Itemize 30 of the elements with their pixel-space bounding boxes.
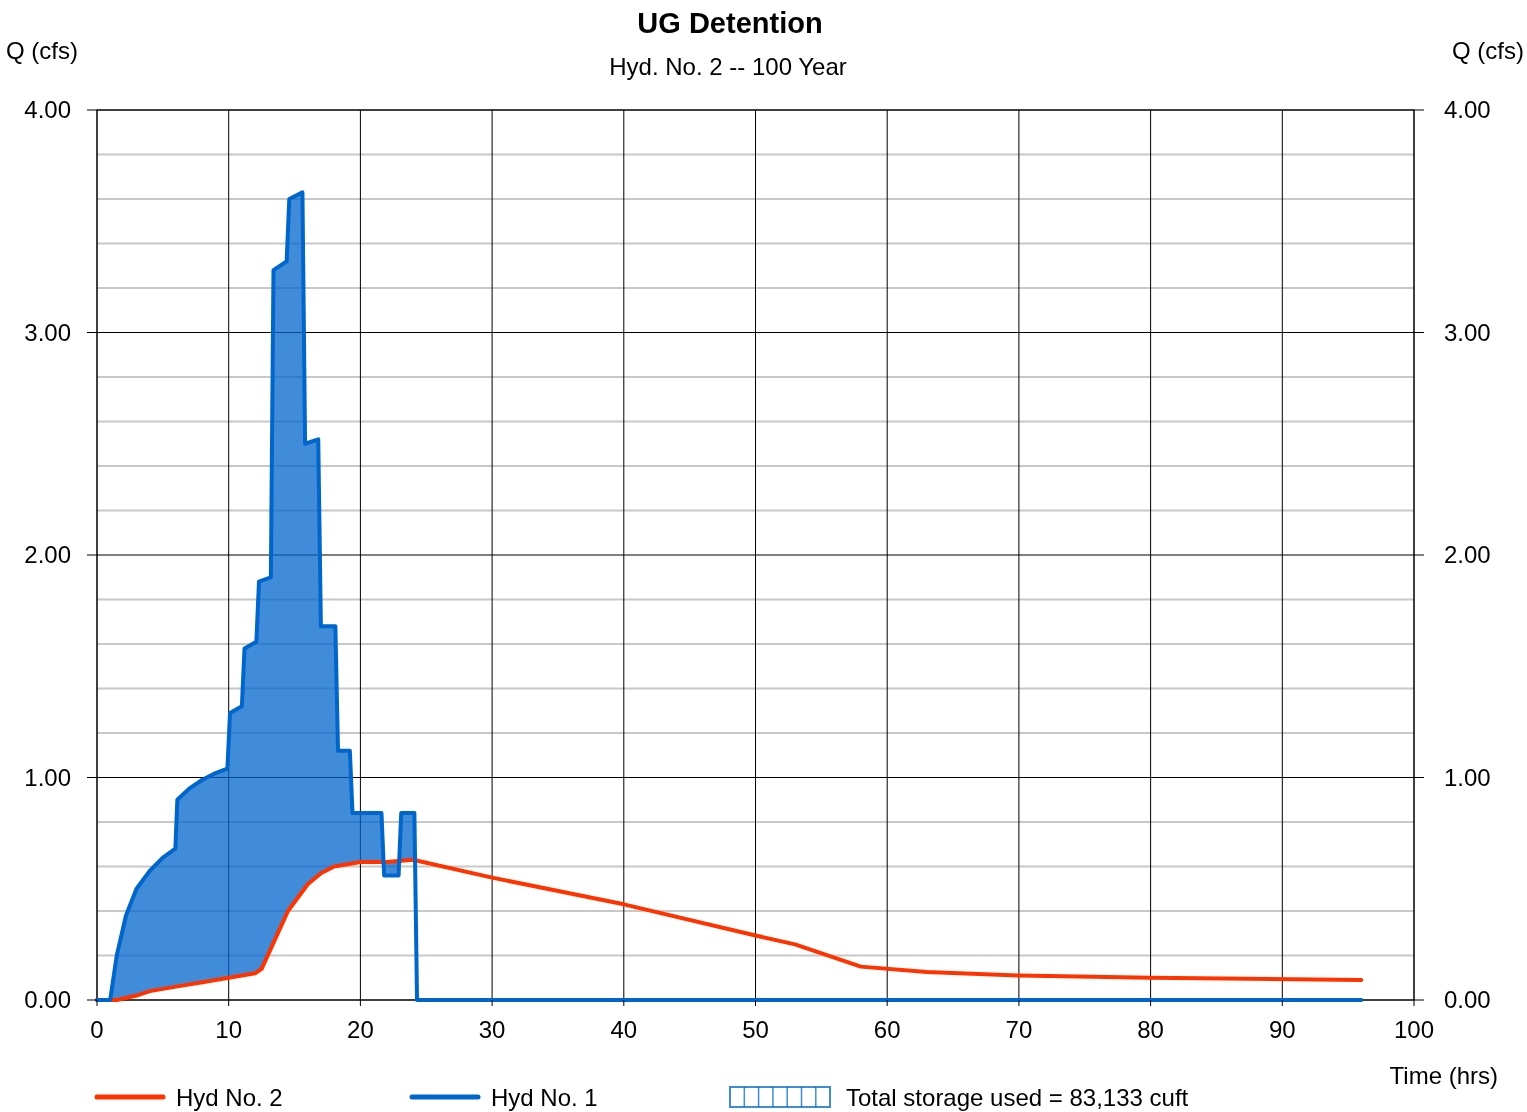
chart-subtitle: Hyd. No. 2 -- 100 Year [609, 53, 847, 80]
y-tick-label: 0.00 [24, 986, 71, 1013]
x-tick-label: 70 [1005, 1016, 1033, 1043]
x-tick-label: 90 [1268, 1016, 1296, 1043]
legend-label: Hyd No. 2 [176, 1084, 283, 1111]
chart-title: UG Detention [637, 7, 823, 39]
y-tick-label: 1.00 [24, 763, 71, 791]
x-tick-label: 100 [1393, 1016, 1435, 1043]
x-tick-label: 10 [215, 1016, 243, 1043]
line-series [95, 190, 1364, 1002]
x-tick-label: 60 [873, 1016, 901, 1043]
x-tick-label: 20 [347, 1016, 374, 1043]
x-tick-label: 80 [1137, 1016, 1164, 1043]
y2-tick-label: 0.00 [1444, 986, 1491, 1013]
legend-label: Hyd No. 1 [491, 1084, 598, 1111]
y-axis-title: Q (cfs) [6, 37, 78, 64]
y2-tick-label: 2.00 [1444, 541, 1491, 568]
y2-axis-title: Q (cfs) [1452, 37, 1524, 64]
x-tick-label: 50 [742, 1016, 769, 1043]
y-tick-label: 3.00 [24, 318, 71, 346]
y-tick-label: 2.00 [24, 541, 71, 568]
x-axis-title: Time (hrs) [1389, 1062, 1498, 1089]
text: Total storage used = 83,133 cuft [846, 1084, 1189, 1111]
y-tick-label: 4.00 [24, 96, 71, 123]
x-tick-label: 30 [478, 1016, 506, 1043]
x-tick-label: 40 [610, 1016, 638, 1043]
y2-tick-label: 3.00 [1444, 318, 1491, 346]
x-tick-label: 0 [90, 1016, 104, 1043]
y2-tick-label: 4.00 [1444, 96, 1491, 123]
y2-tick-label: 1.00 [1444, 763, 1491, 791]
